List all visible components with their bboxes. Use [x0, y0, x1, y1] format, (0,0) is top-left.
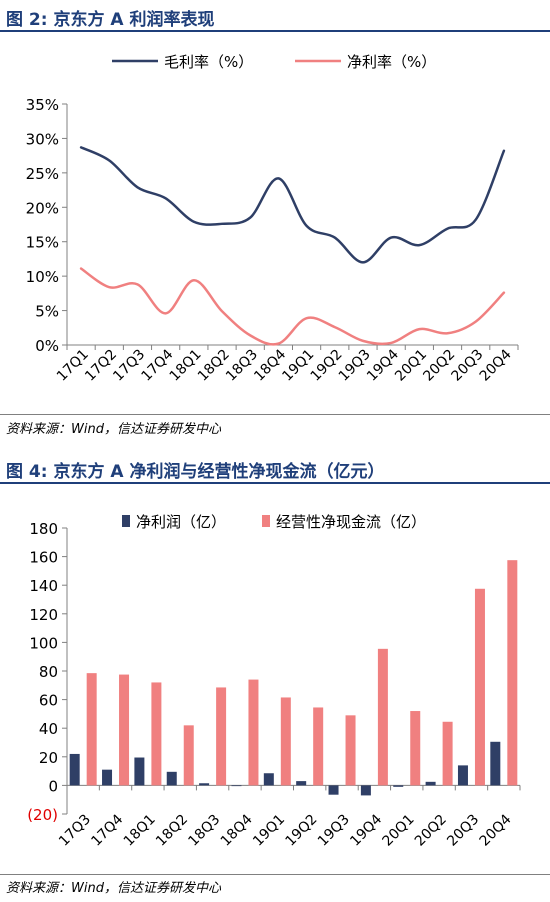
x-tick-label: 17Q4: [138, 346, 176, 384]
y-tick-label: 20: [39, 749, 58, 767]
y-tick-label: 15%: [26, 234, 59, 252]
x-tick-label: 20Q1: [392, 347, 430, 385]
bar-1: [280, 697, 291, 786]
x-tick-label: 20Q3: [444, 812, 482, 850]
bar-0: [425, 781, 436, 786]
bar-0: [457, 765, 468, 786]
y-tick-label: 0%: [35, 337, 59, 355]
x-tick-label: 19Q3: [336, 347, 374, 385]
bar-0: [263, 773, 274, 786]
y-tick-label: 180: [29, 520, 58, 538]
x-tick-label: 20Q2: [412, 812, 450, 850]
bar-1: [183, 725, 194, 786]
bar-1: [248, 679, 259, 786]
bar-0: [102, 769, 113, 786]
y-tick-label: 120: [29, 606, 58, 624]
bar-1: [86, 673, 97, 786]
bar-0: [490, 741, 501, 786]
legend-label-1: 净利率（%）: [347, 53, 436, 71]
x-tick-label: 19Q3: [315, 812, 353, 850]
fig2-source: 资料来源：Wind，信达证券研发中心: [6, 422, 221, 437]
x-tick-label: 19Q1: [279, 347, 317, 385]
x-tick-label: 18Q2: [195, 347, 233, 385]
x-tick-label: 18Q2: [153, 812, 191, 850]
bar-0: [328, 785, 339, 795]
bar-1: [410, 711, 421, 786]
legend-swatch-1: [262, 515, 270, 527]
margin-line-chart: 毛利率（%） 净利率（%）35%30%25%20%15%10%5%0%17Q117…: [26, 53, 519, 385]
y-tick-label: 40: [39, 720, 58, 738]
y-tick-label: 35%: [26, 96, 59, 114]
series-line-0: [79, 146, 506, 264]
bar-1: [442, 721, 453, 786]
fig2-source-divider: [0, 414, 550, 415]
bar-0: [296, 781, 307, 786]
bar-0: [69, 753, 80, 786]
bar-1: [216, 687, 227, 786]
profit-cashflow-bar-chart: 净利润（亿） 经营性净现金流（亿） 180 160 140 120 100 80 60 40 20 0…: [27, 513, 521, 850]
bar-0: [166, 771, 177, 786]
x-tick-label: 20Q4: [477, 811, 515, 849]
y-tick-label: 80: [39, 663, 58, 681]
x-tick-label: 20Q2: [420, 347, 458, 385]
legend-label-1: 经营性净现金流（亿）: [276, 513, 426, 531]
x-tick-label: 20Q3: [449, 347, 487, 385]
x-tick-label: 19Q4: [347, 811, 385, 849]
y-tick-label: 5%: [35, 303, 59, 321]
bar-0: [199, 783, 210, 786]
x-tick-label: 18Q4: [251, 346, 289, 384]
x-tick-label: 19Q2: [283, 812, 321, 850]
x-tick-label: 17Q3: [110, 347, 148, 385]
bar-1: [345, 715, 356, 786]
series-line-1: [79, 267, 506, 346]
x-tick-label: 20Q1: [380, 812, 418, 850]
x-tick-label: 18Q1: [121, 812, 159, 850]
legend-label-0: 净利润（亿）: [136, 513, 226, 531]
fig4-title-bar: 图 4: 京东方 A 净利润与经营性净现金流（亿元）: [0, 452, 550, 484]
y-tick-label: 25%: [26, 165, 59, 183]
legend-swatch-0: [122, 515, 130, 527]
x-tick-label: 17Q1: [54, 347, 92, 385]
legend-label-0: 毛利率（%）: [164, 53, 253, 71]
x-tick-label: 18Q4: [218, 811, 256, 849]
bar-0: [360, 785, 371, 796]
bar-0: [134, 757, 145, 786]
fig2-title-bar: 图 2: 京东方 A 利润率表现: [0, 0, 550, 32]
fig4-source-divider: [0, 874, 550, 875]
y-tick-label: 100: [29, 634, 58, 652]
x-tick-label: 19Q1: [250, 812, 288, 850]
bar-1: [377, 648, 388, 786]
y-tick-label: 160: [29, 549, 58, 567]
y-tick-label: 0: [48, 777, 58, 795]
y-tick-label: 30%: [26, 130, 59, 148]
bar-1: [151, 682, 162, 786]
x-tick-label: 19Q4: [364, 346, 402, 384]
fig2-title: 图 2: 京东方 A 利润率表现: [6, 10, 215, 30]
fig4-title: 图 4: 京东方 A 净利润与经营性净现金流（亿元）: [6, 462, 385, 482]
x-tick-label: 17Q4: [88, 811, 126, 849]
x-tick-label: 17Q3: [56, 812, 94, 850]
y-tick-label: 20%: [26, 199, 59, 217]
bar-0: [231, 785, 242, 787]
bar-1: [474, 588, 485, 786]
bar-1: [507, 560, 518, 786]
x-tick-label: 18Q3: [223, 347, 261, 385]
bar-0: [393, 785, 404, 787]
fig4-source: 资料来源：Wind，信达证券研发中心: [6, 881, 221, 896]
x-tick-label: 20Q4: [477, 346, 515, 384]
x-tick-label: 18Q1: [167, 347, 205, 385]
x-tick-label: 17Q2: [82, 347, 120, 385]
y-tick-label: 10%: [26, 268, 59, 286]
y-tick-label: 60: [39, 692, 58, 710]
bar-1: [313, 707, 324, 786]
x-tick-label: 19Q2: [308, 347, 346, 385]
y-tick-label: 140: [29, 577, 58, 595]
y-tick-label: (20): [27, 806, 58, 824]
bar-1: [119, 674, 130, 786]
x-tick-label: 18Q3: [185, 812, 223, 850]
